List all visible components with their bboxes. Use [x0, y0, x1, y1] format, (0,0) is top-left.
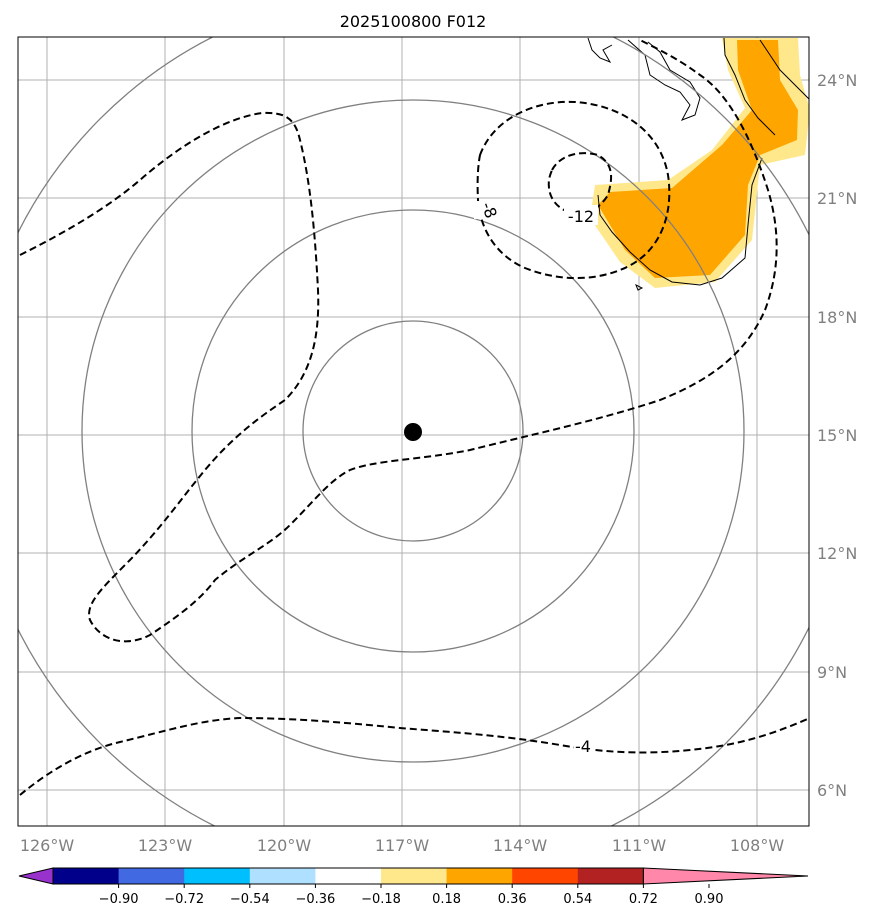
lat-label: 12°N — [817, 544, 857, 563]
colorbar-extend-low — [18, 867, 54, 885]
lon-label: 114°W — [493, 836, 548, 855]
lat-label: 6°N — [817, 781, 847, 800]
lat-label: 24°N — [817, 71, 857, 90]
colorbar-tick-label: −0.18 — [361, 892, 401, 907]
lon-label: 111°W — [612, 836, 667, 855]
colorbar-tick-label: −0.54 — [230, 892, 270, 907]
contour-label-neg4: -4 — [575, 737, 591, 756]
lat-label: 18°N — [817, 308, 857, 327]
lat-label: 15°N — [817, 426, 857, 445]
colorbar-extend-high — [642, 867, 809, 885]
contour-label-backgrounds — [474, 201, 598, 755]
figure-title: 2025100800 F012 — [340, 12, 487, 31]
lon-label: 117°W — [375, 836, 430, 855]
lon-label: 108°W — [730, 836, 785, 855]
colorbar-tick-label: −0.36 — [295, 892, 335, 907]
colorbar-segment — [118, 868, 185, 884]
map-frame — [17, 36, 810, 827]
latitude-labels: 24°N 21°N 18°N 15°N 12°N 9°N 6°N — [817, 71, 857, 800]
colorbar-tick-label: 0.18 — [432, 892, 461, 907]
colorbar-segment — [577, 868, 644, 884]
storm-center-marker — [404, 423, 422, 441]
shaded-region — [590, 38, 809, 288]
graticule — [18, 37, 809, 826]
contour-label-neg12: -12 — [568, 207, 594, 226]
colorbar-segment — [512, 868, 579, 884]
colorbar-segment — [184, 868, 251, 884]
colorbar-tick-label: 0.72 — [629, 892, 658, 907]
colorbar-segment — [446, 868, 513, 884]
range-rings — [18, 37, 809, 826]
colorbar-tick-label: −0.72 — [164, 892, 204, 907]
map-panel: -8 -12 -4 — [18, 37, 809, 826]
colorbar-segment — [53, 868, 120, 884]
colorbar-frame — [52, 867, 644, 885]
lon-label: 123°W — [138, 836, 193, 855]
contour-label-neg8: -8 — [478, 199, 501, 220]
lon-label: 126°W — [20, 836, 75, 855]
colorbar-tick-label: 0.54 — [563, 892, 592, 907]
colorbar-segment — [249, 868, 316, 884]
colorbar-tick-label: −0.90 — [99, 892, 139, 907]
longitude-labels: 126°W 123°W 120°W 117°W 114°W 111°W 108°… — [20, 836, 785, 855]
colorbar: −0.90 −0.72 −0.54 −0.36 −0.18 0.18 0.36 0.54 0.7… — [18, 867, 809, 907]
colorbar-tick-label: 0.36 — [498, 892, 527, 907]
contours — [19, 39, 809, 796]
lat-label: 9°N — [817, 663, 847, 682]
lon-label: 120°W — [257, 836, 312, 855]
colorbar-segment — [381, 868, 448, 884]
colorbar-segment — [315, 868, 382, 884]
coastline — [587, 37, 809, 291]
lat-label: 21°N — [817, 189, 857, 208]
colorbar-tick-label: 0.90 — [695, 892, 724, 907]
